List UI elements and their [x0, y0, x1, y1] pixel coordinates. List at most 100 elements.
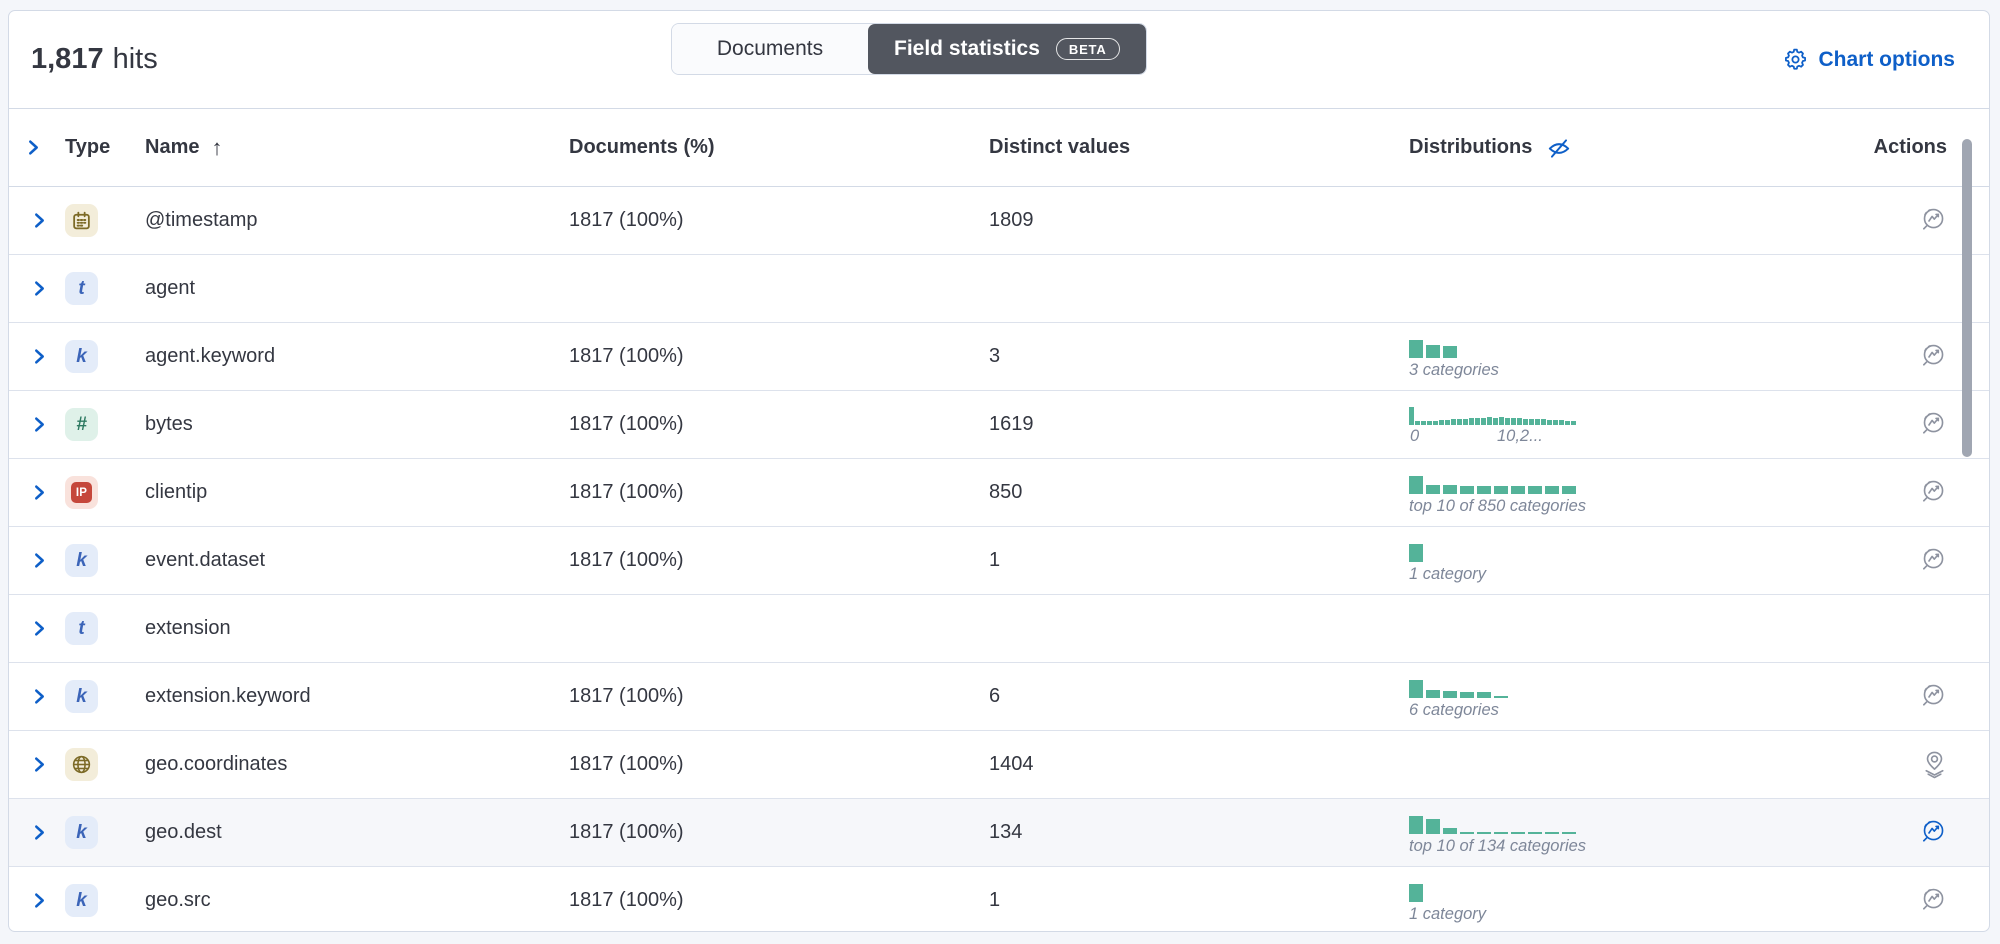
lens-icon [1922, 412, 1943, 434]
documents-tab-label: Documents [716, 37, 824, 60]
distribution-bar [1443, 484, 1457, 494]
distribution-bar [1517, 418, 1522, 425]
distribution-bar [1529, 419, 1534, 425]
field-type-cell: t [65, 272, 145, 305]
expand-row-button[interactable] [25, 615, 53, 643]
row-actions [1739, 476, 1989, 510]
explore-in-lens-button[interactable] [1917, 408, 1951, 442]
expand-row-button[interactable] [25, 479, 53, 507]
hits-count: 1,817 [31, 43, 104, 75]
distribution-mini-chart [1409, 255, 1739, 322]
explore-in-lens-button[interactable] [1917, 340, 1951, 374]
distribution-bar [1494, 831, 1508, 834]
explore-in-lens-button[interactable] [1917, 204, 1951, 238]
explore-in-lens-button[interactable] [1917, 816, 1951, 850]
expand-row-button[interactable] [25, 683, 53, 711]
expand-row-button[interactable] [25, 343, 53, 371]
explore-in-lens-button[interactable] [1917, 544, 1951, 578]
distribution-bar [1451, 419, 1456, 425]
expand-row-button[interactable] [25, 751, 53, 779]
distribution-label: 3 categories [1409, 360, 1499, 379]
field-name: geo.src [145, 889, 211, 911]
chevron-right-icon [29, 140, 38, 155]
distribution-bar [1562, 485, 1576, 494]
chart-options-button[interactable]: Chart options [1783, 11, 1956, 108]
expand-row-button[interactable] [25, 411, 53, 439]
row-actions [1739, 748, 1989, 782]
distribution-bar [1421, 421, 1426, 425]
distribution-bar [1511, 831, 1525, 834]
expand-row-button[interactable] [25, 887, 53, 915]
distinct-values-count: 1 [989, 889, 1001, 911]
field-type-icon-keyword: k [65, 884, 98, 917]
table-row-event.dataset: k event.dataset 1817 (100%) 1 1 category [9, 527, 1989, 595]
distribution-bar [1477, 692, 1491, 698]
distribution-bar [1475, 417, 1480, 425]
chart-options-label: Chart options [1818, 47, 1956, 71]
field-name: extension [145, 617, 231, 639]
column-header-distinct-values: Distinct values [989, 136, 1131, 158]
column-header-name[interactable]: Name ↑ [145, 134, 223, 160]
vertical-scrollbar-thumb[interactable] [1962, 139, 1972, 457]
table-row-geo.coordinates: geo.coordinates 1817 (100%) 1404 [9, 731, 1989, 799]
distinct-values-count: 6 [989, 685, 1001, 707]
field-type-cell: k [65, 544, 145, 577]
distribution-bars [1409, 475, 1739, 494]
distribution-mini-chart [1409, 731, 1739, 798]
distribution-bar [1562, 832, 1576, 834]
distinct-values-count: 1 [989, 549, 1001, 571]
eye-closed-icon[interactable] [1546, 135, 1572, 161]
hits-label: hits [112, 43, 158, 75]
distribution-mini-chart: 3 categories [1409, 323, 1739, 390]
explore-in-maps-button[interactable] [1917, 748, 1951, 782]
documents-percent-value: 1817 (100%) [569, 413, 684, 435]
chevron-right-icon [34, 417, 44, 432]
explore-in-lens-button[interactable] [1917, 680, 1951, 714]
distribution-bar [1481, 417, 1486, 425]
chevron-right-icon [34, 825, 44, 840]
field-type-icon-number: # [65, 408, 98, 441]
documents-percent-value: 1817 (100%) [569, 209, 684, 231]
documents-tab[interactable]: Documents [672, 24, 868, 74]
explore-in-lens-button[interactable] [1917, 884, 1951, 918]
beta-badge: BETA [1055, 38, 1120, 60]
table-row-@timestamp: @timestamp 1817 (100%) 1809 [9, 187, 1989, 255]
distribution-bar [1494, 486, 1508, 494]
expand-row-button[interactable] [25, 547, 53, 575]
field-name: agent [145, 277, 196, 299]
view-mode-toggle: Documents Field statistics BETA [671, 23, 1147, 75]
documents-percent-value: 1817 (100%) [569, 685, 684, 707]
distribution-bar [1494, 695, 1508, 698]
distribution-bar [1426, 344, 1440, 358]
chevron-right-icon [34, 281, 44, 296]
distribution-label: top 10 of 134 categories [1409, 836, 1587, 855]
expand-row-button[interactable] [25, 207, 53, 235]
expand-row-button[interactable] [25, 275, 53, 303]
distribution-bar [1427, 421, 1432, 425]
distribution-bar [1426, 689, 1440, 698]
distribution-bar [1409, 883, 1423, 902]
documents-percent-value: 1817 (100%) [569, 821, 684, 843]
field-name: bytes [145, 413, 193, 435]
explore-in-lens-button[interactable] [1917, 476, 1951, 510]
row-actions [1739, 340, 1989, 374]
distribution-bar [1415, 420, 1420, 425]
sort-ascending-icon: ↑ [211, 134, 223, 160]
distribution-mini-chart: top 10 of 134 categories [1409, 799, 1739, 866]
field-statistics-tab[interactable]: Field statistics BETA [868, 24, 1146, 74]
field-name: @timestamp [145, 209, 258, 231]
row-actions [1739, 408, 1989, 442]
expand-row-button[interactable] [25, 819, 53, 847]
table-row-geo.dest: k geo.dest 1817 (100%) 134 top 10 of 134… [9, 799, 1989, 867]
chevron-right-icon [34, 553, 44, 568]
distribution-bar [1547, 419, 1552, 425]
distribution-bar [1511, 485, 1525, 494]
expand-all-button[interactable] [25, 139, 65, 156]
row-actions [1739, 204, 1989, 238]
axis-min-label: 0 [1410, 426, 1420, 445]
field-type-icon-geo_point [65, 748, 98, 781]
field-name: geo.coordinates [145, 753, 288, 775]
distribution-mini-chart [1409, 187, 1739, 254]
distribution-bar [1460, 831, 1474, 834]
field-name: geo.dest [145, 821, 222, 843]
